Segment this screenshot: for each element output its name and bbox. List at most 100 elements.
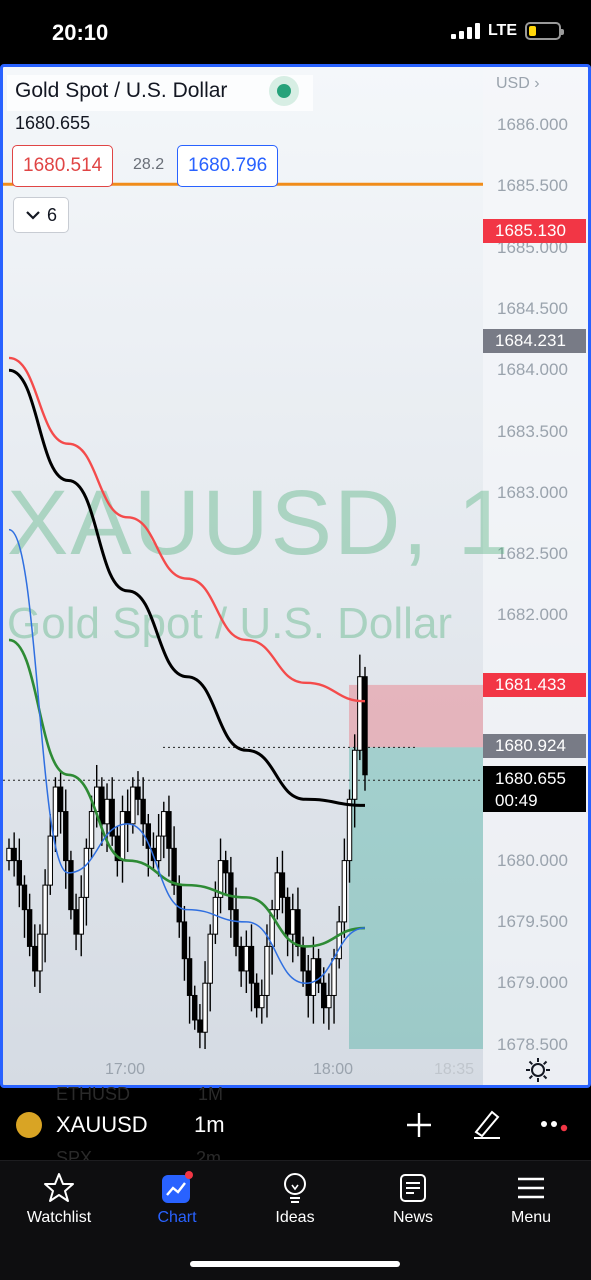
tab-watchlist[interactable]: Watchlist: [9, 1171, 109, 1227]
candle-body: [47, 835, 53, 886]
candle-body: [290, 909, 296, 935]
moving-average-line: [8, 528, 366, 984]
watermark-symbol: XAUUSD, 1: [7, 472, 511, 574]
price-axis-label: 1683.000: [497, 482, 568, 502]
current-price-tag[interactable]: 1680.655 00:49: [483, 766, 586, 812]
symbol-header: [7, 75, 313, 111]
candle-body: [130, 786, 136, 825]
candle-body: [176, 884, 182, 923]
candle-body: [202, 982, 208, 1033]
indicators-toggle-button[interactable]: 6: [13, 197, 69, 233]
candle-body: [248, 945, 255, 984]
alert-price-tag[interactable]: 1684.231: [483, 329, 586, 353]
moving-average-line: [8, 638, 366, 948]
candle-body: [78, 896, 84, 935]
candle-body: [315, 958, 322, 984]
candle-body: [155, 835, 162, 862]
candle-body: [351, 749, 358, 800]
chevron-down-icon: [26, 211, 40, 220]
candle-body: [21, 884, 28, 911]
take-profit-zone: [349, 747, 483, 1049]
tab-news[interactable]: News: [363, 1171, 463, 1227]
candle-body: [217, 860, 224, 898]
candle-body: [109, 798, 115, 837]
candle-body: [197, 1019, 203, 1033]
candle-body: [259, 994, 265, 1009]
candle-body: [37, 933, 43, 972]
candle-body: [264, 945, 270, 996]
hamburger-icon: [518, 1177, 544, 1199]
price-axis-label: 1683.500: [497, 421, 568, 441]
candle-body: [32, 945, 38, 972]
candle-body: [228, 872, 234, 911]
candle-body: [274, 872, 280, 911]
chart-settings-icon[interactable]: [525, 1057, 551, 1083]
candle-body: [73, 909, 79, 935]
candle-body: [321, 982, 327, 1009]
candle-body: [42, 884, 48, 935]
candle-body: [253, 982, 260, 1009]
chart-area[interactable]: USD › 1686.000 1685.500 1685.000 1684.500 16…: [0, 64, 591, 1088]
watermark-name: Gold Spot / U.S. Dollar: [7, 599, 453, 648]
candle-body: [52, 786, 59, 837]
market-status-icon[interactable]: [269, 76, 299, 106]
tab-ideas[interactable]: Ideas: [245, 1171, 345, 1227]
candle-body: [171, 847, 177, 886]
price-axis-label: 1685.500: [497, 176, 568, 196]
candle-body: [279, 872, 286, 898]
candle-body: [284, 896, 291, 935]
moving-average-line: [8, 368, 366, 807]
stop-loss-tag[interactable]: 1685.130: [483, 219, 586, 243]
candle-body: [222, 860, 229, 874]
candle-body: [161, 811, 167, 837]
time-label: 18:00: [312, 1061, 354, 1078]
symbol-search-button[interactable]: XAUUSD: [56, 1112, 148, 1137]
ghost-symbol-above: ETHUSD: [56, 1084, 131, 1104]
symbol-title[interactable]: Gold Spot / U.S. Dollar: [15, 79, 228, 102]
battery-icon: [525, 22, 564, 40]
tab-chart[interactable]: Chart: [127, 1171, 227, 1227]
currency-selector[interactable]: USD ›: [496, 75, 540, 92]
candle-body: [26, 909, 33, 947]
buy-button[interactable]: 1680.796: [177, 145, 279, 187]
candle-body: [145, 823, 152, 849]
bar-countdown: 00:49: [495, 791, 538, 810]
candle-body: [331, 958, 337, 996]
candle-body: [63, 811, 69, 862]
tab-menu[interactable]: Menu: [481, 1171, 581, 1227]
candle-body: [310, 958, 317, 996]
more-dots-icon[interactable]: [540, 1120, 570, 1132]
entry-price-tag[interactable]: 1680.924: [483, 734, 586, 758]
plus-icon[interactable]: [404, 1110, 434, 1140]
tab-bar: Watchlist Chart Ideas News Menu: [0, 1160, 591, 1280]
candle-body: [135, 786, 141, 800]
price-axis-label: 1678.500: [497, 1034, 568, 1054]
interval-button[interactable]: 1m: [194, 1112, 225, 1137]
red-zone-price-tag[interactable]: 1681.433: [483, 673, 586, 697]
candle-body: [186, 958, 193, 996]
time-axis[interactable]: 17:00 18:00 18:35: [3, 1053, 483, 1083]
candle-body: [104, 798, 110, 825]
time-label: 18:35: [433, 1061, 475, 1078]
price-axis-label: 1686.000: [497, 115, 568, 134]
ghost-interval-above: 1M: [198, 1084, 224, 1104]
candle-body: [124, 811, 131, 825]
cellular-signal-icon: [450, 23, 480, 39]
candle-body: [341, 860, 348, 923]
candle-body: [300, 945, 306, 972]
drawing-pen-icon[interactable]: [470, 1106, 504, 1140]
candle-body: [83, 847, 90, 898]
battery-level: [529, 26, 536, 36]
sell-button[interactable]: 1680.514: [12, 145, 114, 187]
candle-body: [181, 921, 188, 960]
chart-icon: [162, 1171, 193, 1203]
candle-body: [336, 921, 342, 960]
status-indicators: LTE: [450, 22, 564, 40]
candle-body: [6, 847, 12, 862]
last-price: 1680.655: [15, 113, 91, 133]
candle-body: [238, 945, 244, 972]
network-type: LTE: [487, 22, 517, 39]
gold-bars-icon: [16, 1112, 42, 1138]
spread-value: 28.2: [133, 156, 165, 173]
